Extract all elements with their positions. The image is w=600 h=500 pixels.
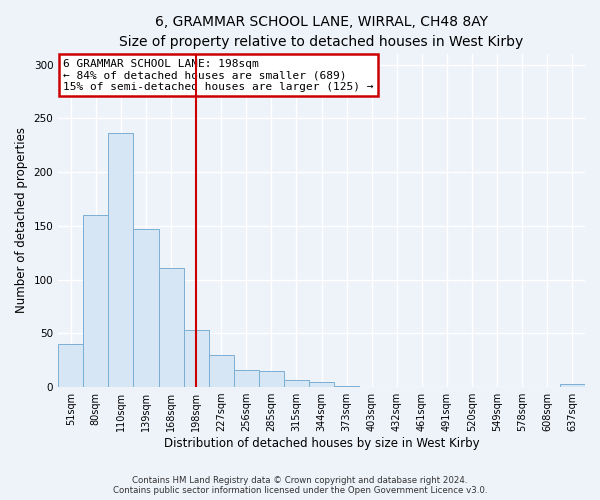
Bar: [234, 370, 259, 387]
Text: 6 GRAMMAR SCHOOL LANE: 198sqm
← 84% of detached houses are smaller (689)
15% of : 6 GRAMMAR SCHOOL LANE: 198sqm ← 84% of d…: [64, 59, 374, 92]
Bar: [259, 371, 284, 387]
Bar: [284, 380, 309, 387]
Bar: [209, 355, 234, 387]
Bar: [184, 330, 209, 387]
Y-axis label: Number of detached properties: Number of detached properties: [15, 128, 28, 314]
Bar: [334, 386, 359, 387]
Bar: [133, 229, 158, 387]
Bar: [158, 268, 184, 387]
X-axis label: Distribution of detached houses by size in West Kirby: Distribution of detached houses by size …: [164, 437, 479, 450]
Text: Contains HM Land Registry data © Crown copyright and database right 2024.
Contai: Contains HM Land Registry data © Crown c…: [113, 476, 487, 495]
Bar: [560, 384, 585, 387]
Bar: [58, 344, 83, 387]
Bar: [309, 382, 334, 387]
Bar: [83, 215, 109, 387]
Title: 6, GRAMMAR SCHOOL LANE, WIRRAL, CH48 8AY
Size of property relative to detached h: 6, GRAMMAR SCHOOL LANE, WIRRAL, CH48 8AY…: [119, 15, 524, 48]
Bar: [109, 134, 133, 387]
